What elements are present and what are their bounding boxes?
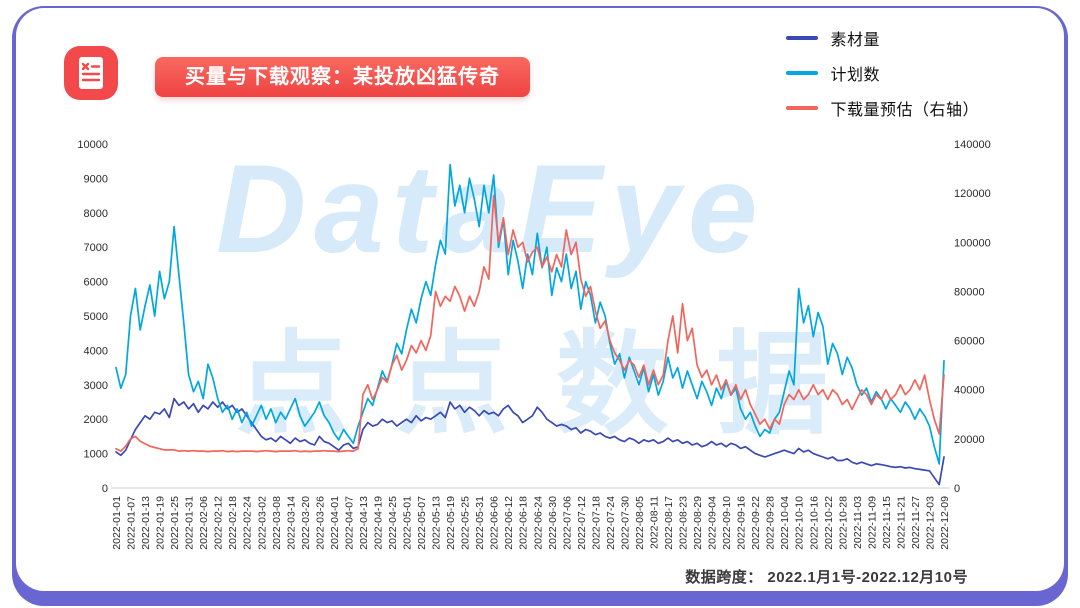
svg-text:2022-06-18: 2022-06-18 [518, 496, 530, 550]
svg-text:2022-11-03: 2022-11-03 [852, 496, 864, 549]
svg-text:2022-05-01: 2022-05-01 [402, 496, 414, 550]
svg-text:2022-04-01: 2022-04-01 [329, 496, 341, 550]
svg-text:0: 0 [954, 483, 960, 495]
legend-item-plan: 计划数 [786, 61, 979, 85]
svg-text:7000: 7000 [84, 242, 108, 254]
svg-text:2022-03-14: 2022-03-14 [285, 496, 297, 550]
svg-text:2022-10-22: 2022-10-22 [823, 496, 835, 550]
page-title-text: 买量与下载观察：某投放凶猛传奇 [185, 66, 500, 88]
legend-line-swatch [786, 36, 819, 40]
svg-text:60000: 60000 [954, 336, 985, 348]
svg-text:2022-10-04: 2022-10-04 [779, 496, 791, 550]
svg-text:2022-06-30: 2022-06-30 [547, 496, 559, 550]
svg-text:2022-01-07: 2022-01-07 [126, 496, 138, 550]
svg-text:120000: 120000 [954, 188, 991, 200]
svg-text:2022-11-27: 2022-11-27 [910, 496, 922, 549]
svg-text:2022-07-24: 2022-07-24 [605, 496, 617, 550]
chart-legend: 素材量 计划数 下载量预估（右轴） [786, 26, 979, 120]
svg-text:2022-09-16: 2022-09-16 [736, 496, 748, 550]
svg-text:2022-05-13: 2022-05-13 [431, 496, 443, 550]
svg-text:2022-10-16: 2022-10-16 [808, 496, 820, 550]
legend-item-material: 素材量 [786, 26, 979, 50]
svg-text:2000: 2000 [84, 414, 108, 426]
svg-text:2022-12-09: 2022-12-09 [939, 496, 951, 550]
svg-text:2022-02-24: 2022-02-24 [242, 496, 254, 550]
svg-text:2022-10-28: 2022-10-28 [837, 496, 849, 550]
svg-text:2022-01-31: 2022-01-31 [184, 496, 196, 550]
svg-text:100000: 100000 [954, 237, 991, 249]
chart-canvas: 0 1000 2000 3000 4000 5000 6000 7000 8000 9000 100… [77, 139, 991, 550]
svg-text:2022-10-10: 2022-10-10 [794, 496, 806, 550]
svg-text:20000: 20000 [954, 434, 985, 446]
svg-text:1000: 1000 [84, 449, 108, 461]
svg-text:3000: 3000 [84, 380, 108, 392]
svg-text:2022-08-17: 2022-08-17 [663, 496, 675, 550]
svg-text:2022-01-01: 2022-01-01 [111, 496, 123, 550]
svg-text:2022-09-28: 2022-09-28 [765, 496, 777, 550]
svg-text:2022-03-20: 2022-03-20 [300, 496, 312, 550]
report-document-icon [64, 46, 118, 100]
legend-line-swatch [786, 106, 819, 110]
legend-item-download: 下载量预估（右轴） [786, 96, 979, 120]
svg-text:2022-09-22: 2022-09-22 [750, 496, 762, 550]
svg-text:2022-03-26: 2022-03-26 [314, 496, 326, 550]
svg-text:2022-07-30: 2022-07-30 [619, 496, 631, 550]
svg-text:2022-04-25: 2022-04-25 [387, 496, 399, 550]
svg-text:2022-11-09: 2022-11-09 [866, 496, 878, 549]
svg-text:10000: 10000 [77, 139, 108, 151]
svg-text:2022-11-15: 2022-11-15 [881, 496, 893, 549]
svg-text:2022-02-06: 2022-02-06 [198, 496, 210, 550]
legend-label: 素材量 [830, 32, 880, 49]
svg-text:2022-04-07: 2022-04-07 [343, 496, 355, 550]
svg-text:2022-08-05: 2022-08-05 [634, 496, 646, 550]
svg-text:2022-08-11: 2022-08-11 [648, 496, 660, 549]
legend-line-swatch [786, 71, 819, 75]
svg-text:2022-05-31: 2022-05-31 [474, 496, 486, 550]
svg-text:2022-09-10: 2022-09-10 [721, 496, 733, 550]
svg-text:2022-11-21: 2022-11-21 [895, 496, 907, 549]
svg-text:40000: 40000 [954, 385, 985, 397]
svg-text:2022-07-18: 2022-07-18 [590, 496, 602, 550]
svg-text:8000: 8000 [84, 208, 108, 220]
svg-text:2022-01-13: 2022-01-13 [140, 496, 152, 550]
svg-text:6000: 6000 [84, 277, 108, 289]
svg-text:2022-09-04: 2022-09-04 [707, 496, 719, 550]
svg-text:4000: 4000 [84, 345, 108, 357]
legend-label: 下载量预估（右轴） [830, 102, 979, 119]
svg-text:2022-06-06: 2022-06-06 [489, 496, 501, 550]
legend-label: 计划数 [830, 67, 880, 84]
svg-text:80000: 80000 [954, 286, 985, 298]
svg-text:2022-03-08: 2022-03-08 [271, 496, 283, 550]
page-title: 买量与下载观察：某投放凶猛传奇 [155, 57, 530, 97]
svg-text:5000: 5000 [84, 311, 108, 323]
svg-text:2022-02-18: 2022-02-18 [227, 496, 239, 550]
svg-text:2022-05-25: 2022-05-25 [460, 496, 472, 550]
svg-text:2022-08-23: 2022-08-23 [678, 496, 690, 550]
svg-text:2022-08-29: 2022-08-29 [692, 496, 704, 550]
svg-text:2022-02-12: 2022-02-12 [213, 496, 225, 550]
svg-text:2022-06-24: 2022-06-24 [532, 496, 544, 550]
line-chart: DataEye 点点数据 0 1000 2000 3000 4000 5000 6000 70… [66, 126, 1026, 596]
svg-text:2022-07-12: 2022-07-12 [576, 496, 588, 550]
svg-text:140000: 140000 [954, 139, 991, 151]
svg-text:2022-05-19: 2022-05-19 [445, 496, 457, 550]
svg-text:2022-05-07: 2022-05-07 [416, 496, 428, 550]
svg-text:2022-06-12: 2022-06-12 [503, 496, 515, 550]
svg-text:2022-07-06: 2022-07-06 [561, 496, 573, 550]
svg-text:2022-04-13: 2022-04-13 [358, 496, 370, 550]
data-span-note: 数据跨度： 2022.1月1号-2022.12月10号 [685, 569, 968, 586]
document-icon [64, 46, 118, 100]
svg-text:2022-01-25: 2022-01-25 [169, 496, 181, 550]
svg-text:2022-12-03: 2022-12-03 [924, 496, 936, 550]
svg-text:9000: 9000 [84, 173, 108, 185]
svg-text:2022-03-02: 2022-03-02 [256, 496, 268, 550]
report-card: 买量与下载观察：某投放凶猛传奇 素材量 计划数 下载量预估（右轴） DataEy… [16, 8, 1064, 591]
svg-text:0: 0 [102, 483, 108, 495]
svg-text:2022-01-19: 2022-01-19 [155, 496, 167, 550]
svg-text:2022-04-19: 2022-04-19 [372, 496, 384, 550]
